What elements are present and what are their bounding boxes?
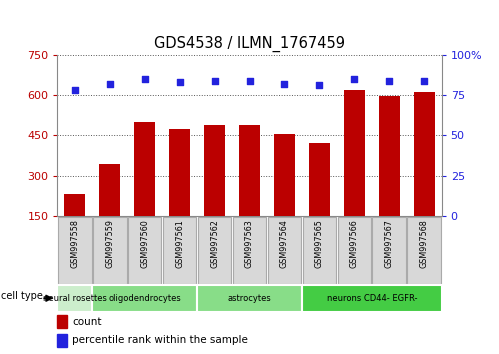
FancyBboxPatch shape (407, 217, 441, 284)
FancyBboxPatch shape (163, 217, 197, 284)
Point (350, 76, 358, 82)
FancyBboxPatch shape (58, 217, 92, 284)
Bar (274, 134, 295, 216)
FancyBboxPatch shape (302, 217, 336, 284)
Point (385, 78, 393, 84)
FancyBboxPatch shape (233, 217, 266, 284)
Point (246, 78, 253, 84)
Bar (64, 194, 85, 216)
Text: GSM997558: GSM997558 (70, 219, 79, 268)
Point (420, 78, 428, 84)
Text: astrocytes: astrocytes (228, 294, 271, 303)
FancyBboxPatch shape (302, 285, 442, 312)
Text: oligodendrocytes: oligodendrocytes (108, 294, 181, 303)
Bar (57, 315, 67, 328)
Text: GSM997567: GSM997567 (385, 219, 394, 268)
Bar (414, 92, 435, 216)
Bar (134, 122, 155, 216)
Text: GSM997561: GSM997561 (175, 219, 184, 268)
Point (280, 81, 288, 87)
Bar (204, 125, 225, 216)
Point (141, 76, 149, 82)
Text: GSM997566: GSM997566 (350, 219, 359, 268)
Bar (239, 125, 260, 216)
Text: GSM997568: GSM997568 (420, 219, 429, 268)
Point (106, 81, 114, 87)
Text: GSM997560: GSM997560 (140, 219, 149, 268)
FancyBboxPatch shape (128, 217, 162, 284)
Point (315, 82, 323, 88)
Bar (379, 96, 400, 216)
Bar (309, 143, 330, 216)
FancyBboxPatch shape (267, 217, 301, 284)
Text: neural rosettes: neural rosettes (43, 294, 107, 303)
Bar (344, 90, 365, 216)
Text: neurons CD44- EGFR-: neurons CD44- EGFR- (326, 294, 417, 303)
Bar (99, 164, 120, 216)
Text: count: count (72, 316, 102, 327)
FancyBboxPatch shape (337, 217, 371, 284)
Text: GSM997562: GSM997562 (210, 219, 219, 268)
FancyBboxPatch shape (57, 285, 92, 312)
Text: GSM997565: GSM997565 (315, 219, 324, 268)
Bar (57, 334, 67, 347)
Text: cell type: cell type (1, 291, 43, 301)
Text: GSM997564: GSM997564 (280, 219, 289, 268)
FancyBboxPatch shape (198, 217, 232, 284)
Point (211, 78, 219, 84)
Text: percentile rank within the sample: percentile rank within the sample (72, 335, 248, 346)
FancyBboxPatch shape (372, 217, 406, 284)
FancyBboxPatch shape (197, 285, 302, 312)
Text: GSM997563: GSM997563 (245, 219, 254, 268)
Point (71, 87, 79, 93)
Title: GDS4538 / ILMN_1767459: GDS4538 / ILMN_1767459 (154, 36, 345, 52)
FancyBboxPatch shape (92, 285, 197, 312)
Bar (169, 129, 190, 216)
Point (176, 79, 184, 85)
Text: GSM997559: GSM997559 (105, 219, 114, 268)
FancyBboxPatch shape (93, 217, 127, 284)
